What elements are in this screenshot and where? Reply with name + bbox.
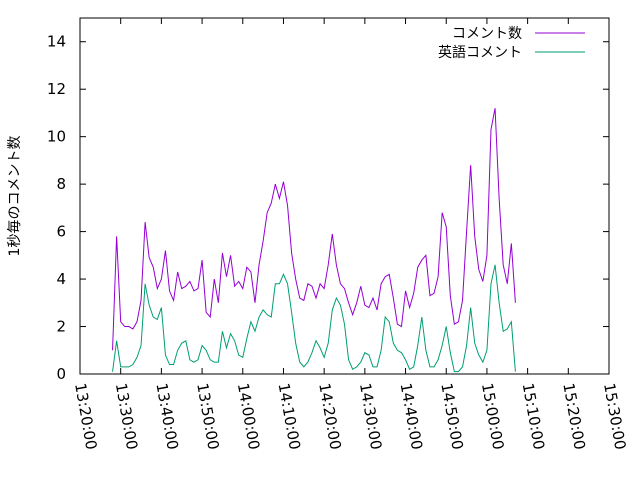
x-tick-label: 13:40:00	[152, 382, 181, 451]
x-tick-label: 13:50:00	[193, 382, 222, 451]
y-tick-label: 8	[56, 175, 66, 193]
x-tick-label: 13:20:00	[71, 382, 100, 451]
x-tick-label: 15:30:00	[600, 382, 629, 451]
series-line-2	[112, 264, 516, 373]
axes: 0 2 4 6 8 10 12 14 13:20:00 13:30:00 13:40:00 13:50…	[47, 18, 629, 451]
x-tick-label: 14:00:00	[234, 382, 263, 451]
y-axis-label: 1秒毎のコメント数	[7, 136, 23, 257]
series-layer	[112, 108, 516, 373]
y-tick-label: 4	[56, 270, 66, 288]
x-tick-label: 15:00:00	[478, 382, 507, 451]
y-tick-label: 2	[56, 318, 66, 336]
x-tick-label: 14:40:00	[397, 382, 426, 451]
y-tick-label: 14	[47, 33, 66, 51]
x-tick-label: 14:10:00	[275, 382, 304, 451]
legend-label-2: 英語コメント	[438, 44, 522, 61]
x-tick-label: 14:30:00	[356, 382, 385, 451]
x-tick-label: 15:10:00	[519, 382, 548, 451]
y-tick-label: 6	[56, 223, 66, 241]
x-tick-label: 13:30:00	[112, 382, 141, 451]
y-tick-label: 12	[47, 80, 66, 98]
x-tick-label: 14:20:00	[315, 382, 344, 451]
y-tick-label: 0	[56, 365, 66, 383]
x-tick-label: 15:20:00	[559, 382, 588, 451]
y-tick-label: 10	[47, 128, 66, 146]
series-line-1	[112, 108, 516, 351]
legend-label-1: コメント数	[452, 26, 522, 42]
plot-area	[79, 17, 610, 375]
x-tick-label: 14:50:00	[437, 382, 466, 451]
